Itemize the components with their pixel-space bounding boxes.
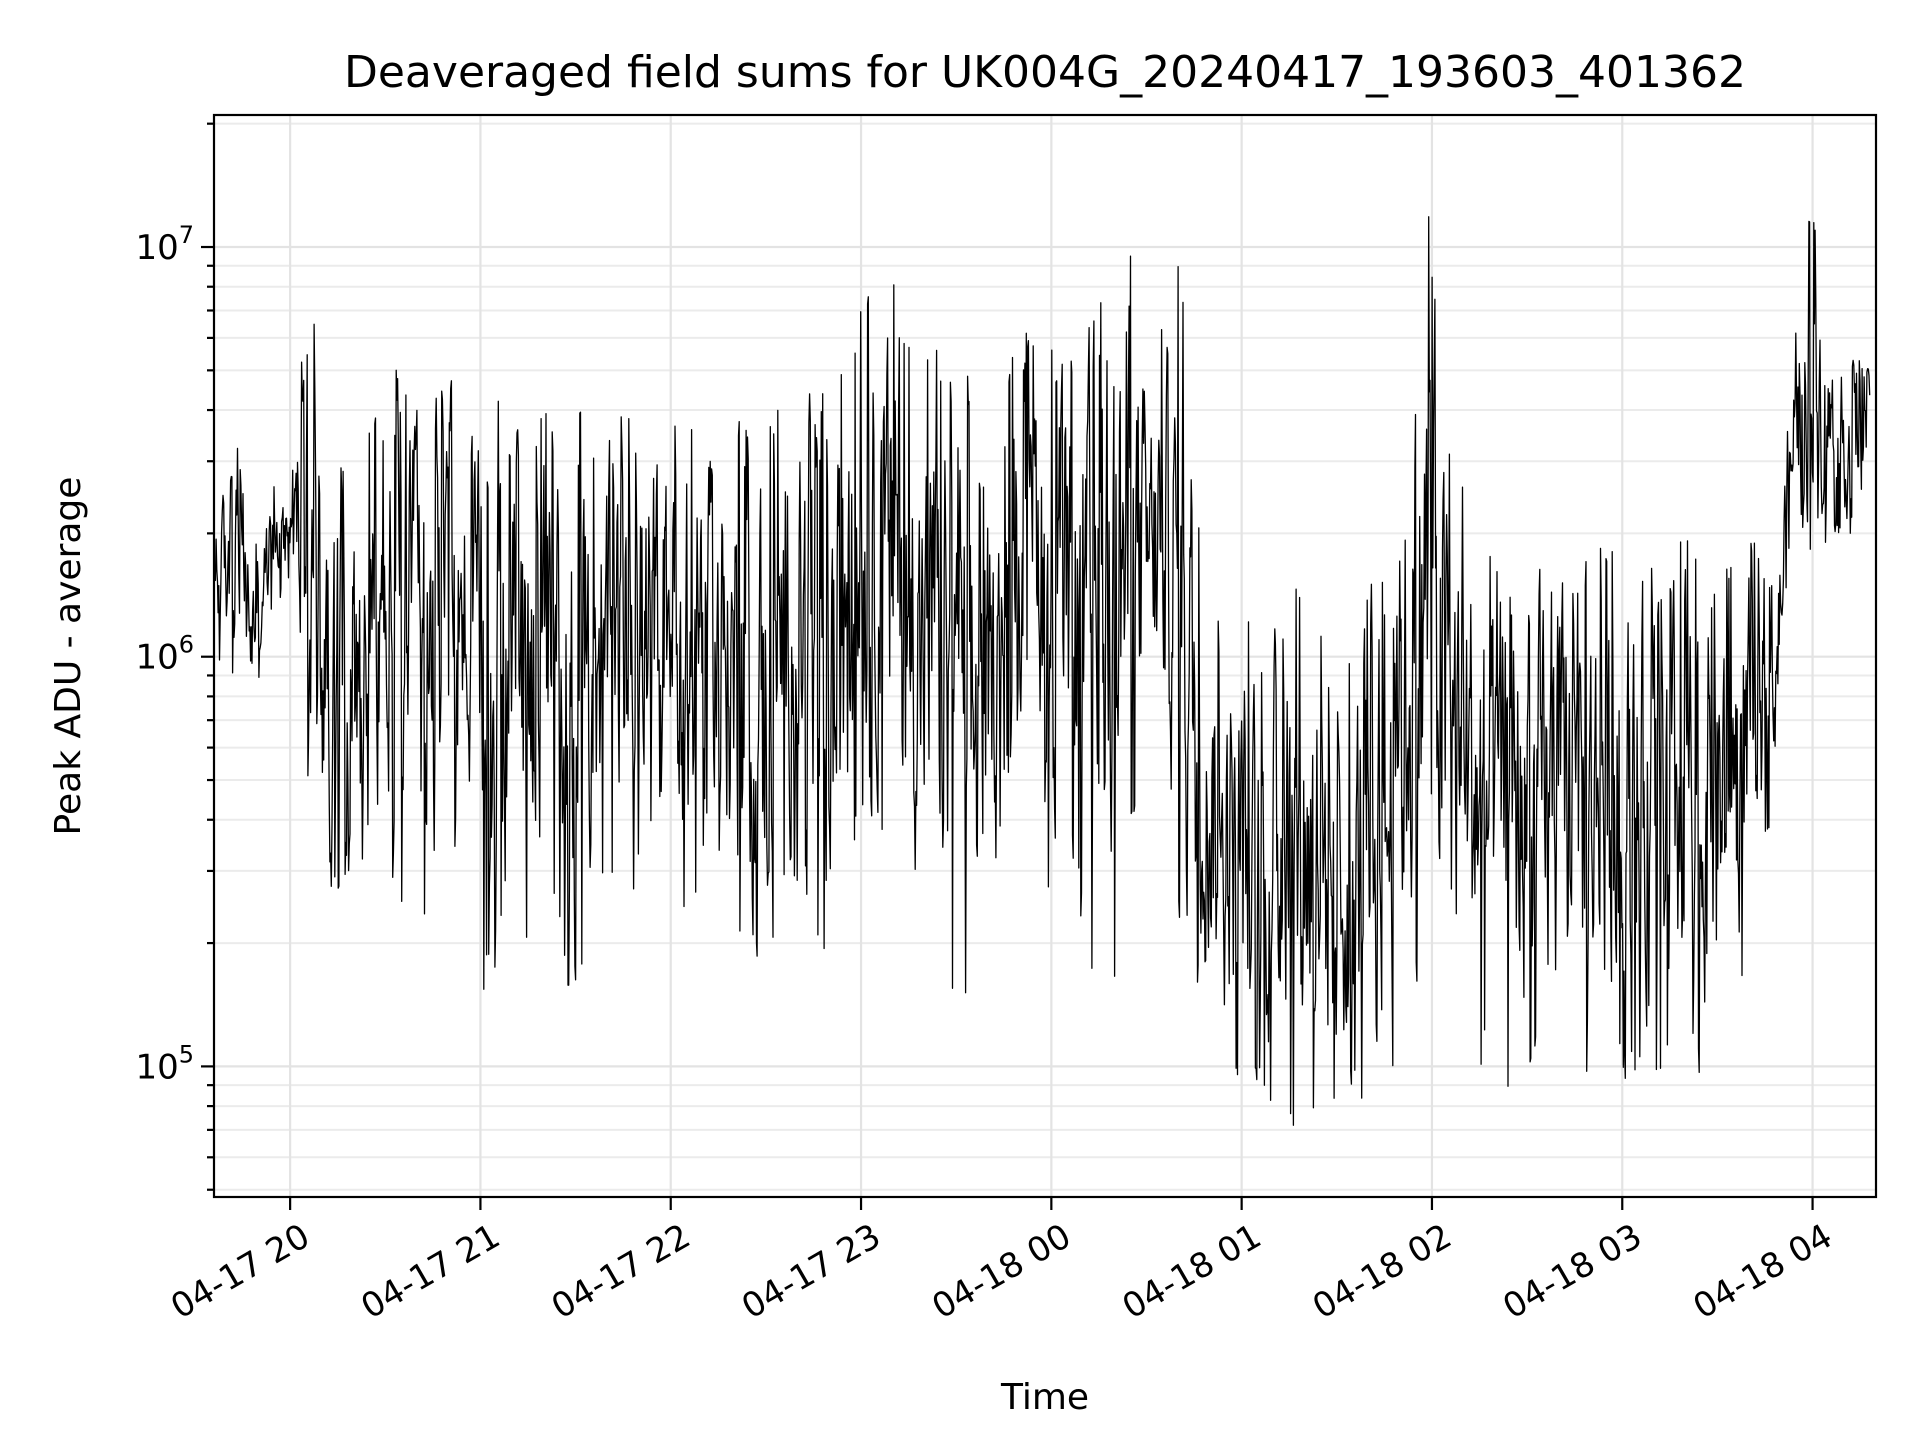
y-tick-label-base: 10 [135,638,178,678]
x-tick-label: 04-18 03 [1496,1216,1648,1327]
y-tick-label: 106 [135,631,194,678]
series-layer [213,216,1871,1126]
y-tick-label-base: 10 [135,1047,178,1087]
x-tick-label: 04-18 04 [1687,1216,1839,1327]
y-tick-label-exponent: 6 [179,631,194,659]
y-tick-label-base: 10 [135,228,178,268]
x-tick-label: 04-18 01 [1116,1216,1268,1327]
x-tick-label: 04-17 22 [545,1216,697,1327]
x-tick-label: 04-17 21 [355,1216,507,1327]
x-axis-label: Time [1000,1377,1089,1418]
x-tick-label: 04-17 20 [164,1216,316,1327]
x-tick-label: 04-18 00 [925,1216,1077,1327]
y-tick-label: 105 [135,1040,194,1087]
x-tick-label: 04-18 02 [1306,1216,1458,1327]
y-axis-label: Peak ADU - average [48,477,89,836]
series-line-0 [213,216,1871,1126]
x-tick-label: 04-17 23 [735,1216,887,1327]
x-axis: 04-17 20 04-17 21 04-17 22 04-17 23 04-18 00… [164,1197,1839,1327]
y-tick-label-exponent: 7 [179,221,194,249]
y-tick-label-exponent: 5 [179,1040,194,1068]
y-tick-label: 107 [135,221,194,268]
chart-title: Deaveraged field sums for UK004G_2024041… [344,47,1746,98]
